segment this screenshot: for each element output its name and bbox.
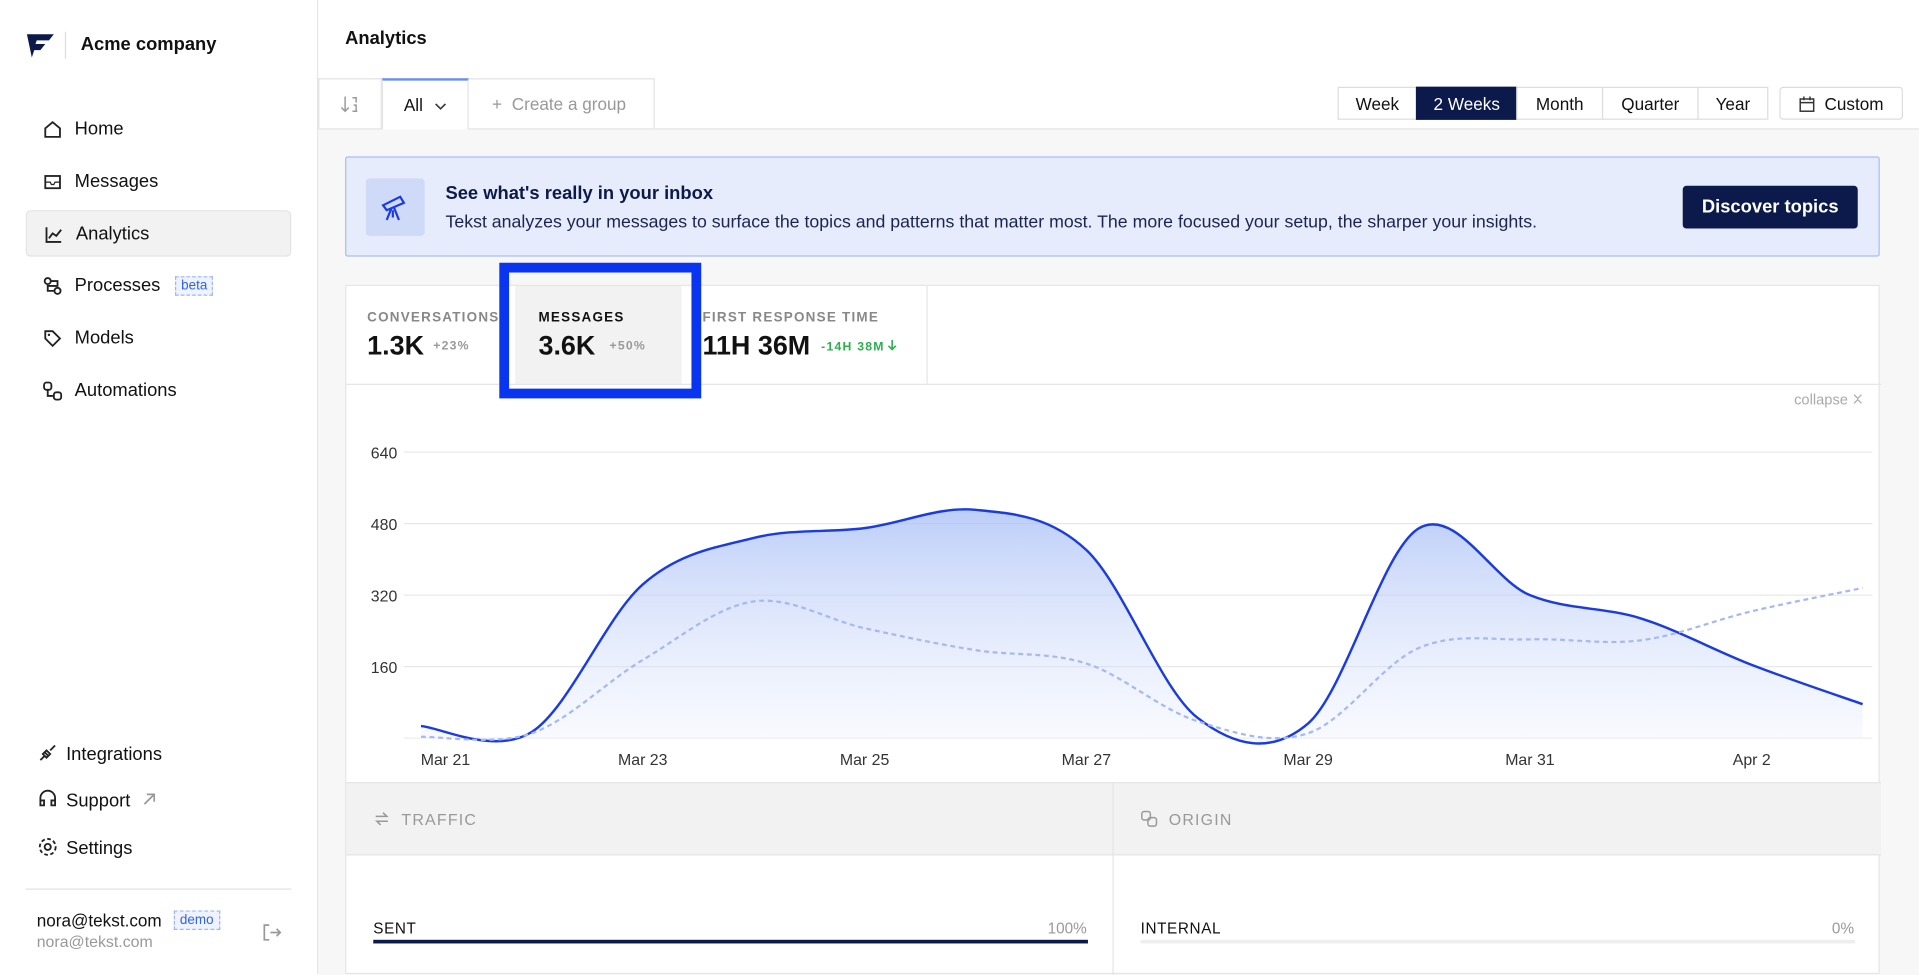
metric-change: +23%: [433, 339, 470, 354]
nav-integrations[interactable]: Integrations: [37, 742, 162, 765]
divider: [346, 383, 1881, 385]
metric-tab-active[interactable]: [515, 285, 682, 384]
tab-label: Create a group: [511, 94, 627, 114]
nav-processes[interactable]: Processes beta: [26, 263, 292, 309]
x-tick-label: Mar 21: [421, 752, 471, 769]
tab-label: All: [403, 95, 423, 115]
nav-label: Home: [74, 118, 124, 140]
nav-models[interactable]: Models: [26, 315, 292, 361]
metric-label: FIRST RESPONSE TIME: [702, 310, 880, 326]
metric-value: 3.6K: [538, 329, 596, 361]
create-group[interactable]: + Create a group: [468, 78, 655, 129]
period-button[interactable]: Week: [1337, 86, 1418, 120]
y-tick-label: 480: [371, 517, 398, 534]
period-button[interactable]: 2 Weeks: [1415, 86, 1518, 120]
user-email: nora@tekst.com: [36, 910, 162, 931]
origin-icon: [1141, 810, 1158, 827]
bar-track: [1140, 939, 1856, 944]
sort-button[interactable]: [318, 78, 382, 129]
banner-title: See what's really in your inbox: [445, 183, 714, 205]
period-button[interactable]: Quarter: [1601, 86, 1699, 120]
metric-change: -14H 38M: [821, 339, 897, 355]
nav-label: Support: [66, 790, 131, 812]
divider: [1112, 782, 1114, 975]
line: [420, 508, 1864, 745]
x-tick-label: Mar 25: [840, 752, 890, 769]
percent-bar: [373, 939, 1088, 944]
banner: See what's really in your inbox Tekst an…: [345, 156, 1880, 257]
nav-label: Automations: [74, 380, 177, 401]
y-tick-label: 320: [371, 588, 398, 605]
nav-home[interactable]: Home: [26, 106, 292, 152]
row-value: 100%: [1047, 920, 1087, 938]
logo: [26, 34, 54, 58]
x-tick-label: Mar 23: [618, 752, 668, 769]
nav-messages[interactable]: Messages: [26, 159, 292, 205]
row-label: SENT: [373, 920, 417, 938]
period-button[interactable]: Year: [1697, 86, 1769, 120]
change-text: -14H 38M: [821, 340, 885, 355]
metric-value: 11H 36M: [702, 329, 811, 361]
tab-all[interactable]: All: [381, 78, 469, 130]
nav-settings[interactable]: Settings: [37, 836, 133, 860]
x-tick-label: Mar 31: [1505, 752, 1555, 769]
page-title: Analytics: [345, 28, 427, 49]
row-label: INTERNAL: [1140, 920, 1222, 938]
nav-label: Messages: [74, 171, 159, 192]
breakdown-title: ORIGIN: [1168, 810, 1233, 829]
divider: [926, 285, 928, 384]
nav-label: Integrations: [66, 744, 163, 766]
custom-button[interactable]: Custom: [1779, 86, 1904, 120]
traffic-icon: [375, 812, 389, 826]
highlight-box: [499, 262, 702, 399]
divider: [64, 31, 67, 59]
nav-label: Models: [74, 327, 134, 349]
divider: [25, 888, 292, 890]
metric-label: CONVERSATIONS: [367, 310, 500, 326]
sidebar: Acme company Home Messages Analytics Pro…: [0, 0, 319, 975]
x-tick-label: Apr 2: [1733, 752, 1771, 769]
nav-support[interactable]: Support: [37, 788, 158, 811]
metric-label: MESSAGES: [538, 310, 625, 326]
bar-track: [373, 939, 1088, 944]
discover-button[interactable]: Discover topics: [1682, 185, 1858, 229]
nav-analytics[interactable]: Analytics: [25, 210, 292, 257]
row-value: 0%: [1831, 920, 1855, 938]
nav-automations[interactable]: Automations: [26, 368, 292, 414]
metric-value: 1.3K: [367, 329, 425, 361]
beta-badge: beta: [175, 276, 214, 296]
y-tick-label: 640: [371, 445, 398, 462]
company-name: Acme company: [80, 34, 217, 55]
metric-change: +50%: [609, 339, 646, 354]
user-subtitle: nora@tekst.com: [36, 932, 153, 951]
banner-icon: [365, 178, 425, 236]
x-tick-label: Mar 29: [1283, 752, 1333, 769]
breakdown-title: TRAFFIC: [401, 810, 478, 829]
y-tick-label: 160: [371, 660, 398, 677]
nav-label: Settings: [66, 838, 133, 860]
banner-text: Tekst analyzes your messages to surface …: [445, 212, 1538, 233]
collapse-label: collapse: [1794, 391, 1848, 409]
custom-label: Custom: [1824, 94, 1884, 114]
collapse-button[interactable]: collapse: [1794, 391, 1863, 408]
nav-label: Analytics: [75, 223, 150, 245]
logout-icon[interactable]: [261, 921, 283, 943]
area: [420, 509, 1863, 744]
line: [420, 586, 1863, 741]
nav-label: Processes: [74, 274, 161, 296]
x-tick-label: Mar 27: [1062, 752, 1112, 769]
demo-badge: demo: [173, 910, 220, 931]
